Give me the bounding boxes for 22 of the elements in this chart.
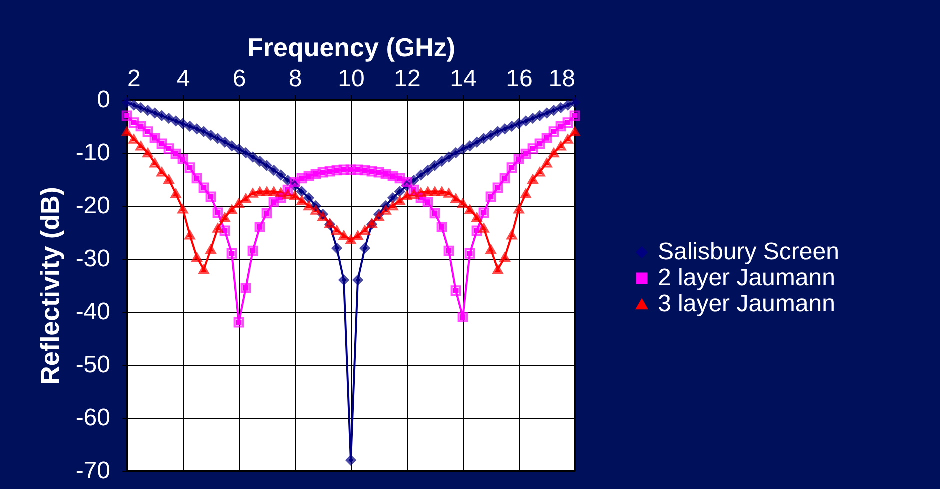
y-tick-label: -50 (76, 352, 110, 378)
x-tick-label: 14 (450, 66, 477, 92)
x-tick-label: 6 (232, 66, 246, 92)
x-tick-label: 8 (288, 66, 302, 92)
y-tick-label: -20 (76, 192, 110, 220)
x-tick-label: 16 (506, 66, 533, 92)
legend-label: 3 layer Jaumann (658, 290, 836, 318)
x-tick-label: 4 (176, 66, 190, 92)
y-tick-label: 0 (97, 86, 110, 114)
y-tick-label: -70 (76, 458, 110, 484)
x-tick-label: 10 (338, 66, 365, 92)
y-tick-label: -10 (76, 140, 110, 166)
y-tick-label: -60 (76, 404, 110, 432)
legend-label: 2 layer Jaumann (658, 264, 836, 292)
y-tick-label: -30 (76, 246, 110, 272)
y-axis-title: Reflectivity (dB) (34, 187, 65, 385)
x-tick-label: 12 (394, 66, 421, 92)
x-tick-label: 2 (128, 66, 141, 92)
legend-label: Salisbury Screen (658, 238, 840, 266)
x-axis-title: Frequency (GHz) (247, 32, 456, 62)
y-tick-label: -40 (76, 298, 110, 326)
x-tick-label: 18 (548, 66, 576, 92)
